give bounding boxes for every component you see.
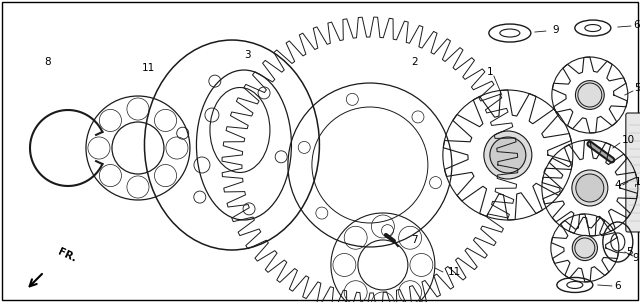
Circle shape — [578, 83, 602, 107]
Text: 6: 6 — [614, 281, 621, 291]
Circle shape — [490, 137, 526, 173]
Text: 6: 6 — [634, 20, 640, 30]
Circle shape — [576, 174, 604, 202]
Circle shape — [572, 170, 608, 206]
Text: 11: 11 — [141, 63, 155, 73]
Text: 7: 7 — [412, 235, 418, 245]
Text: FR.: FR. — [56, 247, 78, 264]
FancyBboxPatch shape — [626, 113, 640, 232]
Text: 8: 8 — [45, 57, 51, 67]
Circle shape — [575, 238, 595, 258]
Text: 11: 11 — [448, 267, 461, 277]
Text: 1: 1 — [634, 177, 640, 187]
Circle shape — [484, 131, 532, 179]
Text: 5: 5 — [634, 83, 640, 93]
Text: 3: 3 — [244, 50, 252, 60]
Text: 9: 9 — [632, 253, 639, 263]
Text: 4: 4 — [614, 180, 621, 190]
Text: 2: 2 — [412, 57, 418, 67]
Text: 9: 9 — [552, 25, 559, 35]
Circle shape — [575, 81, 604, 109]
Text: 1: 1 — [486, 67, 493, 77]
Circle shape — [572, 235, 597, 261]
Text: 10: 10 — [622, 135, 635, 145]
Text: 5: 5 — [627, 247, 633, 257]
